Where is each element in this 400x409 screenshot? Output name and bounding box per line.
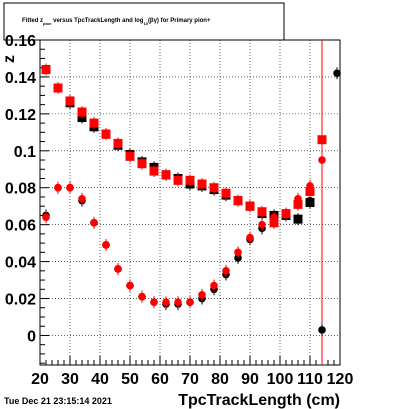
data-point-circle: [333, 69, 341, 78]
data-point-circle: [210, 281, 218, 290]
y-tick-label: 0.04: [5, 255, 36, 272]
x-tick-label: 110: [297, 371, 323, 388]
data-point-square: [137, 159, 147, 169]
y-tick-label: 0.08: [5, 181, 36, 198]
x-tick-label: 100: [267, 371, 294, 388]
title-box: [3, 2, 285, 41]
data-point-square: [173, 175, 183, 185]
timestamp: Tue Dec 21 23:15:14 2021: [4, 396, 112, 406]
data-point-square: [149, 166, 159, 176]
y-axis-label: z: [1, 55, 18, 63]
y-tick-label: 0: [27, 328, 36, 345]
y-tick-label: 0.02: [5, 292, 36, 309]
data-point-square: [113, 138, 123, 148]
y-tick-label: 0.06: [5, 218, 36, 235]
data-point-circle: [114, 265, 122, 273]
data-point-circle: [198, 291, 206, 299]
data-point-circle: [66, 183, 74, 192]
data-point-square: [161, 170, 171, 180]
data-point-circle: [54, 183, 62, 192]
data-point-square: [305, 198, 315, 207]
data-point-square: [125, 151, 135, 161]
data-point-circle: [246, 233, 254, 242]
x-tick-label: 50: [121, 371, 139, 388]
data-point-square: [293, 199, 303, 209]
title-part-3: (βγ) for Primary pion+: [148, 18, 211, 24]
y-tick-label: 0.16: [5, 33, 36, 50]
data-point-square: [245, 201, 255, 211]
title-subscript-pion: pion: [43, 21, 52, 26]
data-point-circle: [138, 292, 146, 301]
title-part-2: versus TpcTrackLength and log: [51, 18, 143, 24]
data-point-square: [41, 65, 51, 75]
data-point-circle: [78, 195, 86, 203]
data-point-circle: [90, 219, 98, 227]
title-subscript-10: 10: [143, 21, 148, 26]
data-point-square: [65, 96, 75, 106]
data-point-square: [197, 179, 207, 189]
x-tick-label: 90: [241, 371, 259, 388]
data-point-square: [53, 83, 63, 93]
data-point-circle: [318, 156, 326, 164]
data-point-square: [293, 214, 303, 224]
x-tick-label: 60: [151, 371, 169, 388]
y-tick-label: 0.1: [14, 144, 36, 161]
data-point-square: [269, 218, 279, 228]
data-point-circle: [150, 298, 158, 307]
data-point-square: [281, 209, 291, 219]
data-point-circle: [222, 267, 230, 275]
data-point-square: [77, 107, 87, 117]
data-point-circle: [126, 281, 134, 290]
tick-label-layer: 20 30 40 50 60 70 80 90 100 110 120 0 0.02 0.04 0.06 0.…: [5, 33, 354, 388]
y-tick-label: 0.14: [5, 70, 36, 87]
x-tick-label: 80: [211, 371, 229, 388]
x-tick-label: 70: [181, 371, 199, 388]
x-tick-label: 30: [61, 371, 79, 388]
data-point-circle: [234, 248, 242, 257]
data-point-square: [221, 188, 231, 198]
data-point-square: [317, 135, 327, 145]
x-tick-label: 20: [31, 371, 49, 388]
data-point-square: [257, 207, 267, 217]
data-point-square: [233, 196, 243, 206]
data-point-square: [101, 129, 111, 139]
points-layer: [41, 63, 341, 336]
data-point-circle: [42, 213, 50, 222]
data-point-circle: [258, 220, 266, 229]
chart-title: Fitted zpion versus TpcTrackLength and l…: [22, 18, 211, 26]
data-point-square: [305, 186, 315, 196]
data-point-square: [209, 183, 219, 193]
title-part-1: Fitted z: [22, 18, 43, 24]
data-point-circle: [162, 298, 170, 307]
data-point-circle: [174, 298, 182, 307]
data-point-circle: [318, 326, 326, 334]
data-point-square: [89, 118, 99, 128]
data-point-circle: [102, 241, 110, 249]
x-tick-label: 120: [327, 371, 354, 388]
x-axis-label: TpcTrackLength (cm): [178, 392, 340, 409]
y-tick-label: 0.12: [5, 107, 36, 124]
data-point-square: [185, 175, 195, 185]
data-point-circle: [186, 298, 194, 307]
x-tick-label: 40: [91, 371, 109, 388]
